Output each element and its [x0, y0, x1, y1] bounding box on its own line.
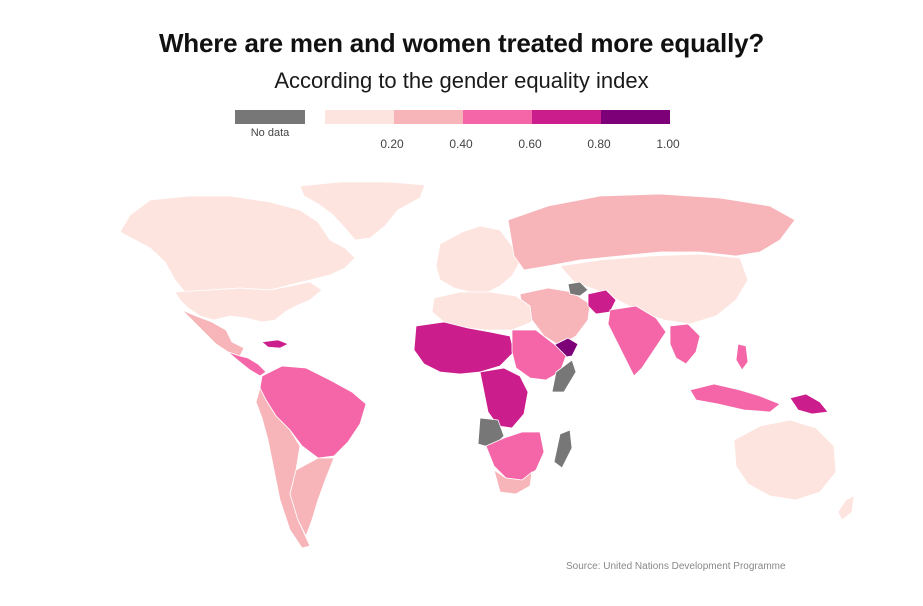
legend-tick-4: 0.80	[587, 137, 611, 151]
region-indonesia	[689, 383, 781, 413]
region-papua	[789, 393, 829, 415]
region-south-america-west	[255, 386, 311, 549]
region-central-america	[227, 351, 267, 377]
legend-color-scale	[325, 110, 670, 124]
region-greenland	[299, 181, 426, 241]
region-southeast-asia	[669, 323, 701, 365]
region-new-zealand	[837, 495, 855, 521]
region-south-asia	[607, 305, 667, 377]
region-africa-horn-no-data	[551, 359, 577, 393]
region-africa-central	[479, 367, 529, 429]
region-south-africa	[493, 469, 533, 495]
world-map	[119, 181, 855, 549]
region-madagascar-no-data	[553, 429, 573, 469]
legend-bin-5	[601, 110, 670, 124]
legend-bin-3	[463, 110, 532, 124]
region-no-data-central-asia	[567, 281, 589, 297]
legend-tick-5: 1.00	[656, 137, 680, 151]
region-mexico	[181, 309, 245, 357]
region-south-america-south	[289, 457, 335, 537]
region-europe	[435, 225, 521, 293]
region-australia	[733, 419, 837, 501]
region-africa-south	[485, 431, 545, 481]
region-africa-west	[413, 321, 515, 375]
legend-bin-2	[394, 110, 463, 124]
chart-subtitle: According to the gender equality index	[274, 68, 649, 93]
legend-no-data-swatch	[235, 110, 305, 124]
region-africa-north	[431, 291, 533, 331]
source-note: Source: United Nations Development Progr…	[566, 561, 786, 572]
region-north-america-north	[119, 195, 356, 293]
region-russia	[507, 193, 796, 271]
legend-no-data-label: No data	[250, 127, 290, 139]
region-usa	[174, 281, 323, 323]
region-africa-east	[511, 329, 567, 381]
legend-bin-4	[532, 110, 601, 124]
region-philippines	[735, 343, 749, 371]
region-caribbean	[261, 339, 289, 349]
legend-tick-1: 0.20	[380, 137, 404, 151]
chart-title: Where are men and women treated more equ…	[158, 28, 765, 58]
legend-bin-1	[325, 110, 394, 124]
legend-tick-3: 0.60	[518, 137, 542, 151]
legend-tick-2: 0.40	[449, 137, 473, 151]
